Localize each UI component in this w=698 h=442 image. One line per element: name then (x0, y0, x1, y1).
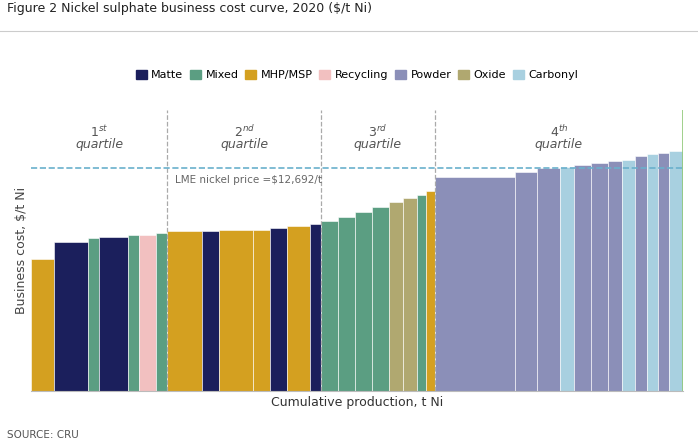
Bar (287, 226, 310, 391)
Bar (218, 229, 253, 391)
Text: SOURCE: CRU: SOURCE: CRU (7, 430, 79, 440)
Bar (514, 172, 537, 391)
Legend: Matte, Mixed, MHP/MSP, Recycling, Powder, Oxide, Carbonyl: Matte, Mixed, MHP/MSP, Recycling, Powder… (131, 65, 583, 84)
Text: quartile: quartile (354, 138, 402, 151)
Text: quartile: quartile (75, 138, 123, 151)
Bar (574, 165, 591, 391)
Bar (202, 231, 218, 391)
Bar (403, 198, 417, 391)
Text: quartile: quartile (535, 138, 583, 151)
Text: quartile: quartile (220, 138, 268, 151)
Text: $1^{\mathit{st}}$: $1^{\mathit{st}}$ (90, 124, 108, 140)
Bar (537, 168, 560, 391)
Bar (591, 163, 608, 391)
Bar (372, 207, 389, 391)
Bar (270, 228, 287, 391)
Text: $4^{\mathit{th}}$: $4^{\mathit{th}}$ (550, 124, 568, 140)
Bar (635, 156, 646, 391)
Bar (253, 229, 270, 391)
Bar (31, 259, 54, 391)
Bar (426, 191, 435, 391)
Text: $3^{\mathit{rd}}$: $3^{\mathit{rd}}$ (369, 124, 387, 140)
Text: $2^{\mathit{nd}}$: $2^{\mathit{nd}}$ (234, 124, 255, 140)
Bar (389, 202, 403, 391)
Bar (646, 154, 658, 391)
Bar (669, 151, 683, 391)
Bar (310, 225, 321, 391)
Bar (156, 233, 168, 391)
Bar (560, 167, 574, 391)
Y-axis label: Business cost, $/t Ni: Business cost, $/t Ni (15, 187, 28, 314)
Bar (417, 194, 426, 391)
Bar (168, 231, 202, 391)
Text: LME nickel price =$12,692/t: LME nickel price =$12,692/t (175, 175, 322, 186)
Bar (99, 236, 128, 391)
Bar (658, 152, 669, 391)
Bar (435, 177, 514, 391)
Bar (321, 221, 338, 391)
Bar (621, 160, 635, 391)
Bar (355, 212, 372, 391)
Bar (608, 161, 621, 391)
Bar (338, 217, 355, 391)
Bar (128, 235, 139, 391)
Bar (139, 235, 156, 391)
Bar (88, 238, 99, 391)
X-axis label: Cumulative production, t Ni: Cumulative production, t Ni (271, 396, 443, 409)
Text: Figure 2 Nickel sulphate business cost curve, 2020 ($/t Ni): Figure 2 Nickel sulphate business cost c… (7, 2, 372, 15)
Bar (54, 242, 88, 391)
